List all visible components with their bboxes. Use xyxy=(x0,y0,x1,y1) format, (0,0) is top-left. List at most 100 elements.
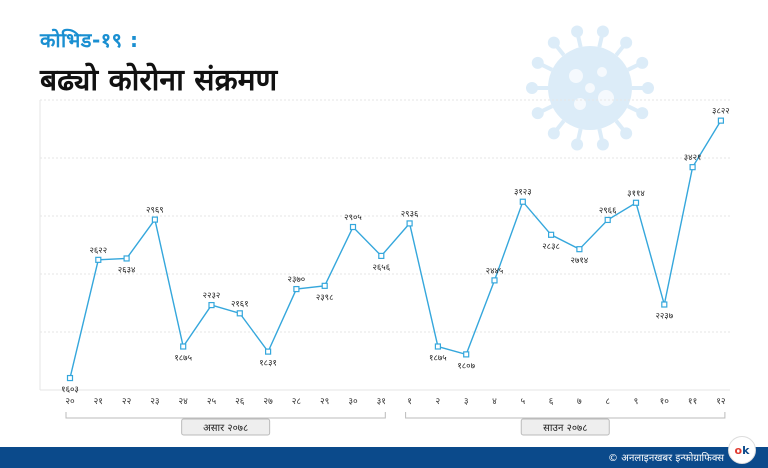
x-tick-label: २२ xyxy=(122,397,132,407)
x-tick-label: ३० xyxy=(348,397,358,407)
data-point xyxy=(293,285,300,293)
x-tick-label: २६ xyxy=(235,397,245,407)
line-chart: २० २१ २२ २३ २४ २५ २६ २७ २८ २९ ३० ३१ १ २ ३ ४ ५ ६ ७ ८ ९ १० ११ १२ … xyxy=(39,25,730,436)
group-label: साउन २०७८ xyxy=(543,423,587,434)
data-point xyxy=(378,252,385,260)
data-label: ३१२३ xyxy=(514,188,532,198)
data-label: २९६९ xyxy=(146,206,164,216)
virus-spot xyxy=(598,90,614,106)
x-tick-label: ४ xyxy=(492,397,497,407)
data-point xyxy=(321,282,328,289)
data-label: १८३१ xyxy=(259,359,277,369)
footer-bar: © अनलाइनखबर इन्फोग्राफिक्स xyxy=(0,447,768,468)
group-bracket xyxy=(405,412,726,419)
logo-letter-o: o xyxy=(734,443,743,457)
data-label: २४४५ xyxy=(486,266,504,276)
data-label: २६३४ xyxy=(118,265,136,275)
virus-spike-tip xyxy=(531,56,544,69)
x-axis: २० २१ २२ २३ २४ २५ २६ २७ २८ २९ ३० ३१ १ २ ३ ४ ५ ६ ७ ८ ९ १० ११ १२ xyxy=(65,397,726,407)
data-point xyxy=(236,310,243,317)
month-groups: असार २०७८ साउन २०७८ xyxy=(65,412,726,436)
chart-kicker: कोभिड-१९ : xyxy=(40,28,139,52)
x-tick-label: ७ xyxy=(577,397,582,407)
data-label: १६०३ xyxy=(61,385,79,395)
virus-spike-tip xyxy=(636,56,649,69)
virus-spike-tip xyxy=(596,25,609,38)
virus-spot xyxy=(574,98,586,110)
data-point xyxy=(519,198,526,205)
data-point xyxy=(689,164,696,171)
group-bracket xyxy=(65,412,386,419)
group-label: असार २०७८ xyxy=(203,423,248,434)
data-label: १८०७ xyxy=(457,361,475,371)
virus-spike-tip xyxy=(547,127,560,140)
data-point xyxy=(434,343,441,350)
virus-spike-tip xyxy=(620,36,633,49)
virus-spike-tip xyxy=(571,138,584,151)
virus-spike-tip xyxy=(547,36,560,49)
data-point xyxy=(632,199,640,206)
gridlines xyxy=(39,99,730,391)
data-label: २३७० xyxy=(288,275,306,285)
x-tick-label: २१ xyxy=(94,397,103,407)
x-tick-label: २ xyxy=(436,397,441,407)
data-point xyxy=(208,301,215,309)
x-tick-label: ८ xyxy=(605,397,610,407)
x-tick-label: १० xyxy=(660,397,670,407)
virus-spot xyxy=(585,83,595,93)
virus-spike-tip xyxy=(571,25,584,38)
data-label: २२३२ xyxy=(203,291,221,301)
group-label-box xyxy=(520,418,610,436)
data-label: २७१४ xyxy=(571,256,589,266)
x-tick-label: १२ xyxy=(716,397,726,407)
x-tick-label: २४ xyxy=(179,397,189,407)
x-tick-label: २७ xyxy=(263,397,273,407)
data-label: २२३७ xyxy=(655,312,673,322)
data-point xyxy=(349,223,357,231)
data-label: १८७५ xyxy=(429,354,447,364)
data-label: २९०५ xyxy=(344,213,362,223)
data-point xyxy=(717,117,725,124)
series-line: १६०३ २६२२ २६३४ २९६९ १८७५ २२३२ २१६१ १८३१ २३७० २३९८… xyxy=(61,107,730,395)
virus-spike-tip xyxy=(620,127,633,140)
data-label: २३९८ xyxy=(316,293,334,303)
data-point xyxy=(406,220,413,227)
data-point xyxy=(604,216,611,224)
virus-spike-tip xyxy=(636,107,649,120)
virus-spot xyxy=(569,69,583,83)
data-label: १८७५ xyxy=(174,354,192,364)
x-tick-label: २३ xyxy=(150,397,159,407)
virus-spike-tip xyxy=(596,138,609,151)
data-point xyxy=(66,374,74,382)
series-path xyxy=(69,120,722,379)
data-point xyxy=(463,351,470,358)
data-point xyxy=(265,348,272,355)
data-point xyxy=(491,277,498,284)
credit-text: © अनलाइनखबर इन्फोग्राफिक्स xyxy=(608,453,724,464)
data-point xyxy=(151,216,158,223)
x-tick-label: ५ xyxy=(520,397,525,407)
x-tick-label: १ xyxy=(407,397,412,407)
x-tick-label: ६ xyxy=(549,397,554,407)
data-label: ३११४ xyxy=(627,189,645,199)
data-point xyxy=(95,256,102,263)
x-tick-label: ३१ xyxy=(377,397,386,407)
group-label-box xyxy=(181,418,271,436)
x-tick-label: २० xyxy=(65,397,75,407)
x-tick-label: २५ xyxy=(207,397,217,407)
data-label: २९६६ xyxy=(599,206,617,216)
virus-spike-tip xyxy=(531,107,544,120)
data-point xyxy=(547,231,555,238)
data-label: २९३६ xyxy=(401,209,419,219)
data-point xyxy=(123,255,130,262)
x-tick-label: २८ xyxy=(292,397,302,407)
chart-title: बढ्यो कोरोना संक्रमण xyxy=(40,63,278,98)
x-tick-label: ११ xyxy=(688,397,697,407)
data-point xyxy=(576,246,583,253)
virus-icon xyxy=(526,25,654,151)
x-tick-label: ९ xyxy=(634,397,639,407)
data-label: २१६१ xyxy=(231,299,249,309)
virus-spike-tip xyxy=(526,82,538,94)
data-label: ३४२१ xyxy=(684,153,702,163)
